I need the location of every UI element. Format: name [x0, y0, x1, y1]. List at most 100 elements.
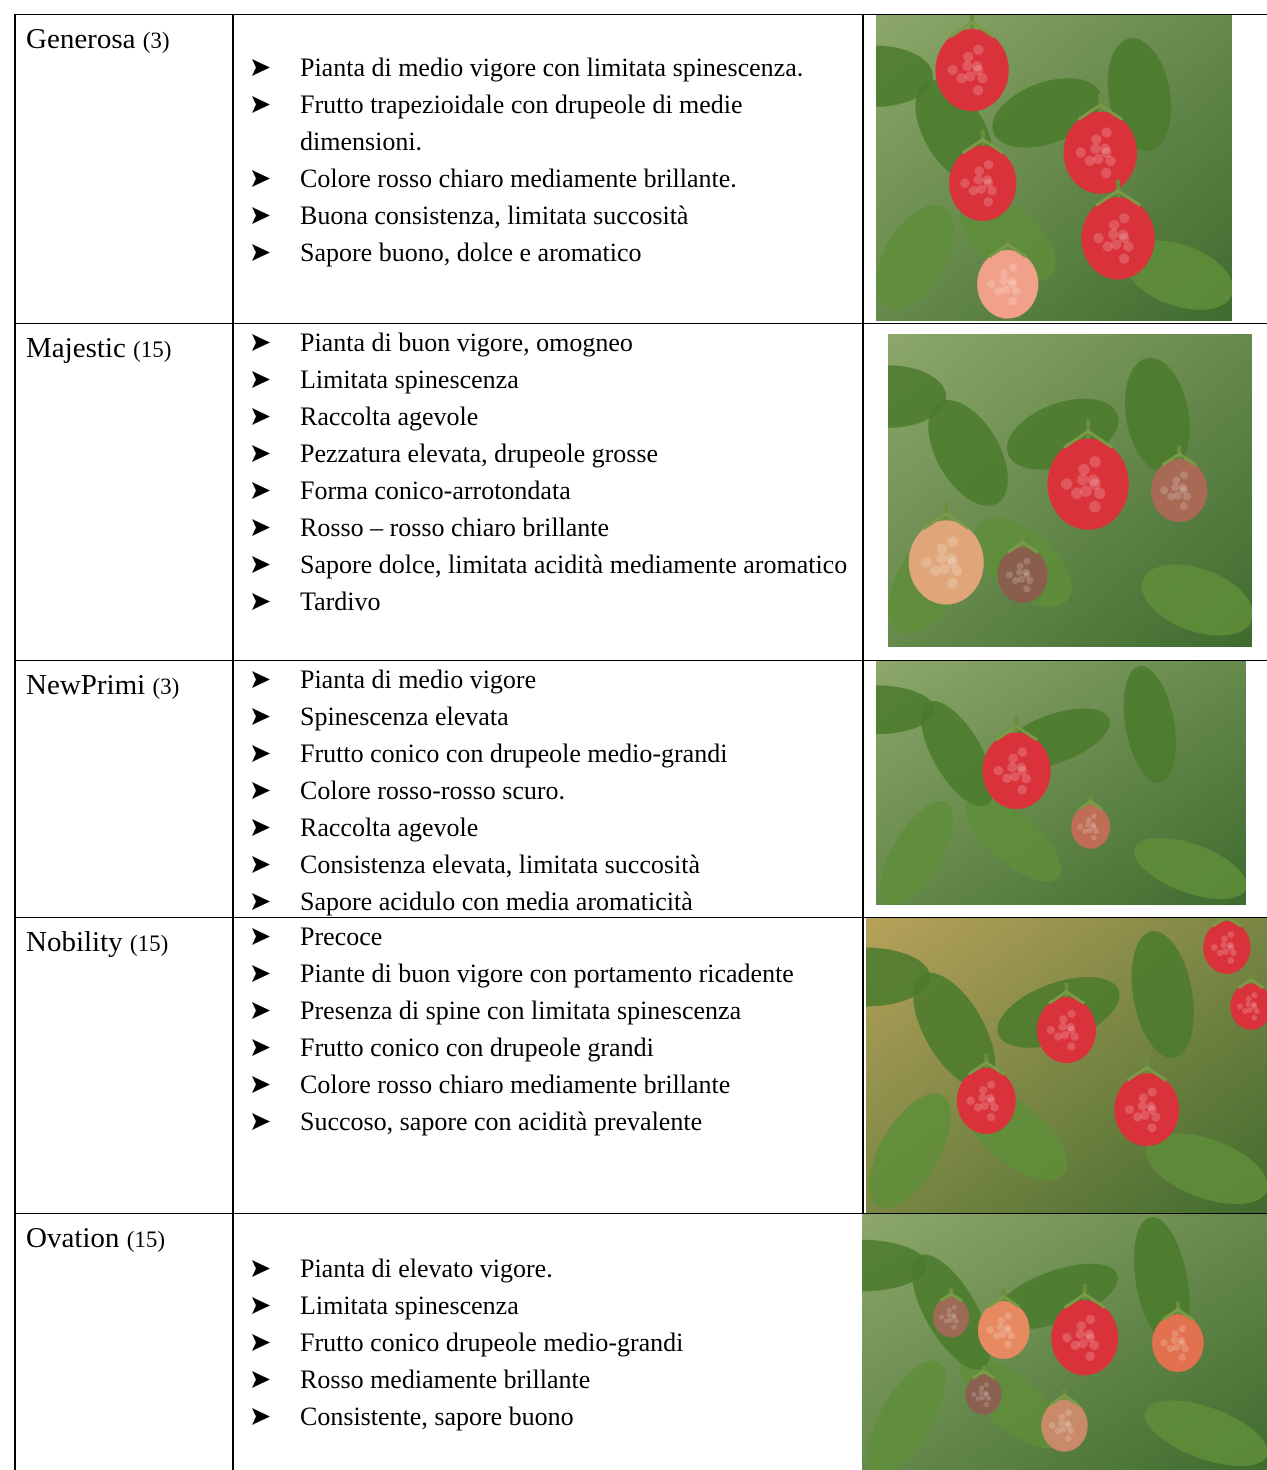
bullet: [252, 244, 270, 261]
feature: Sapore acidulo con media aromaticità: [250, 883, 850, 920]
bullet: [252, 856, 270, 873]
feature: Precoce: [250, 918, 850, 955]
feature: Consistenza elevata, limitata succosità: [250, 846, 850, 883]
feature-text: Buona consistenza, limitata succosità: [300, 201, 689, 230]
bullet: [252, 1297, 270, 1314]
bullet: [252, 819, 270, 836]
bullet: [252, 1002, 270, 1019]
feature-list: Pianta di buon vigore, omogneo Limitata s…: [250, 324, 850, 620]
bullet: [252, 207, 270, 224]
bullet: [252, 1371, 270, 1388]
bullet: [252, 59, 270, 76]
bullet: [252, 408, 270, 425]
name-text: Ovation: [26, 1222, 120, 1254]
feature-list: Pianta di medio vigore con limitata spin…: [250, 49, 850, 271]
bullet: [252, 1260, 270, 1277]
feature-text: Pianta di elevato vigore.: [300, 1254, 553, 1283]
feature: Pianta di buon vigore, omogneo: [250, 324, 850, 361]
bullet: [252, 782, 270, 799]
feature-text: Precoce: [300, 922, 383, 951]
count: (3): [152, 674, 180, 699]
bullet: [252, 1334, 270, 1351]
feature: Colore rosso chiaro mediamente brillante: [250, 1066, 850, 1103]
table-row: Ovation (15) Pianta di elevato vigore. Lim…: [14, 1213, 1267, 1470]
bullet: [252, 708, 270, 725]
feature: Rosso – rosso chiaro brillante: [250, 509, 850, 546]
feature-text: Frutto conico drupeole medio-grandi: [300, 1328, 684, 1357]
feature: Frutto conico drupeole medio-grandi: [250, 1324, 850, 1361]
raspberry-photo: [876, 661, 1246, 905]
count: (15): [126, 1227, 166, 1252]
feature-text: Consistenza elevata, limitata succosità: [300, 850, 700, 879]
feature-text: Frutto conico con drupeole grandi: [300, 1033, 654, 1062]
table-row: Nobility (15) Precoce Piante di buon vigor…: [14, 917, 1267, 1213]
cell-border: [232, 324, 234, 660]
feature: Pianta di elevato vigore.: [250, 1250, 850, 1287]
bullet: [252, 965, 270, 982]
feature: Frutto trapezioidale con drupeole di med…: [250, 86, 850, 160]
name-text: Majestic: [26, 332, 126, 364]
feature-text: Raccolta agevole: [300, 813, 479, 842]
bullet: [252, 928, 270, 945]
variety-name: Generosa (3): [26, 21, 231, 59]
bullet: [252, 556, 270, 573]
feature-text: Limitata spinescenza: [300, 365, 519, 394]
feature-list: Precoce Piante di buon vigore con portame…: [250, 918, 850, 1140]
feature-list: Pianta di medio vigore Spinescenza elevat…: [250, 661, 850, 920]
feature-text: Frutto trapezioidale con drupeole di med…: [300, 90, 743, 156]
feature: Buona consistenza, limitata succosità: [250, 197, 850, 234]
feature: Pianta di medio vigore: [250, 661, 850, 698]
feature-text: Tardivo: [300, 587, 381, 616]
table-row: NewPrimi (3) Pianta di medio vigore Spines…: [14, 660, 1267, 917]
bullet: [252, 1039, 270, 1056]
bullet: [252, 1113, 270, 1130]
feature: Frutto conico con drupeole medio-grandi: [250, 735, 850, 772]
bullet: [252, 96, 270, 113]
feature: Sapore dolce, limitata acidità mediament…: [250, 546, 850, 583]
feature: Succoso, sapore con acidità prevalente: [250, 1103, 850, 1140]
feature: Colore rosso-rosso scuro.: [250, 772, 850, 809]
feature: Frutto conico con drupeole grandi: [250, 1029, 850, 1066]
feature-text: Pezzatura elevata, drupeole grosse: [300, 439, 659, 468]
feature-text: Rosso mediamente brillante: [300, 1365, 591, 1394]
cell-border: [232, 918, 234, 1213]
raspberry-photo: [888, 334, 1252, 647]
feature: Piante di buon vigore con portamento ric…: [250, 955, 850, 992]
cell-border: [862, 324, 864, 660]
feature-text: Piante di buon vigore con portamento ric…: [300, 959, 794, 988]
cell-border: [14, 661, 16, 917]
feature-text: Sapore buono, dolce e aromatico: [300, 238, 642, 267]
bullet: [252, 745, 270, 762]
feature-text: Pianta di medio vigore con limitata spin…: [300, 53, 804, 82]
feature-text: Sapore acidulo con media aromaticità: [300, 887, 693, 916]
cell-border: [232, 1214, 234, 1470]
variety-name: Majestic (15): [26, 330, 231, 368]
feature: Tardivo: [250, 583, 850, 620]
feature-text: Colore rosso chiaro mediamente brillante: [300, 1070, 731, 1099]
name-text: NewPrimi: [26, 669, 146, 701]
table-row: Generosa (3) Pianta di medio vigore con l…: [14, 14, 1267, 323]
feature-text: Pianta di medio vigore: [300, 665, 537, 694]
feature: Pezzatura elevata, drupeole grosse: [250, 435, 850, 472]
feature-text: Sapore dolce, limitata acidità mediament…: [300, 550, 848, 579]
feature: Colore rosso chiaro mediamente brillante…: [250, 160, 850, 197]
feature: Sapore buono, dolce e aromatico: [250, 234, 850, 271]
cell-border: [862, 918, 864, 1213]
count: (15): [133, 337, 172, 362]
bullet: [252, 170, 270, 187]
feature: Limitata spinescenza: [250, 1287, 850, 1324]
bullet: [252, 1076, 270, 1093]
feature-text: Rosso – rosso chiaro brillante: [300, 513, 610, 542]
feature-text: Colore rosso chiaro mediamente brillante…: [300, 164, 737, 193]
cell-border: [14, 15, 16, 323]
variety-name: Nobility (15): [26, 924, 231, 962]
feature: Limitata spinescenza: [250, 361, 850, 398]
bullet: [252, 593, 270, 610]
name-text: Nobility: [26, 926, 123, 958]
cell-border: [862, 15, 864, 323]
feature: Forma conico-arrotondata: [250, 472, 850, 509]
raspberry-photo: [876, 15, 1232, 321]
cell-border: [232, 15, 234, 323]
bullet: [252, 671, 270, 688]
